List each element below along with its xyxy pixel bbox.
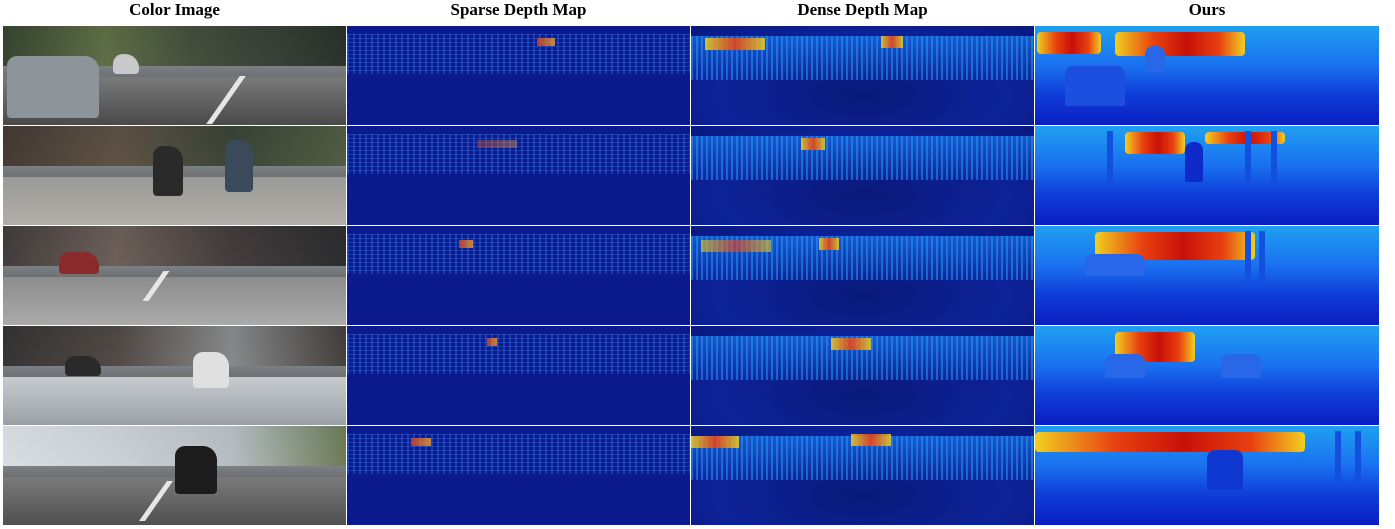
dense-depth-row-4 <box>691 326 1034 425</box>
dense-depth-row-2 <box>691 126 1034 225</box>
comparison-grid <box>3 26 1379 525</box>
sparse-depth-row-2 <box>347 126 690 225</box>
sparse-depth-row-5 <box>347 426 690 525</box>
column-dense-depth-map <box>691 26 1034 525</box>
header-dense-depth-map: Dense Depth Map <box>797 0 928 19</box>
column-sparse-depth-map <box>347 26 690 525</box>
column-ours <box>1035 26 1379 525</box>
ours-depth-row-5 <box>1035 426 1379 525</box>
ours-depth-row-2 <box>1035 126 1379 225</box>
color-image-row-3 <box>3 226 346 325</box>
sparse-depth-row-3 <box>347 226 690 325</box>
color-image-row-5 <box>3 426 346 525</box>
sparse-depth-row-4 <box>347 326 690 425</box>
color-image-row-1 <box>3 26 346 125</box>
ours-depth-row-1 <box>1035 26 1379 125</box>
dense-depth-row-3 <box>691 226 1034 325</box>
color-image-row-2 <box>3 126 346 225</box>
header-sparse-depth-map: Sparse Depth Map <box>450 0 587 19</box>
header-color-image: Color Image <box>129 0 220 19</box>
sparse-depth-row-1 <box>347 26 690 125</box>
dense-depth-row-5 <box>691 426 1034 525</box>
header-ours: Ours <box>1188 0 1226 19</box>
ours-depth-row-3 <box>1035 226 1379 325</box>
dense-depth-row-1 <box>691 26 1034 125</box>
ours-depth-row-4 <box>1035 326 1379 425</box>
color-image-row-4 <box>3 326 346 425</box>
column-color-image <box>3 26 346 525</box>
